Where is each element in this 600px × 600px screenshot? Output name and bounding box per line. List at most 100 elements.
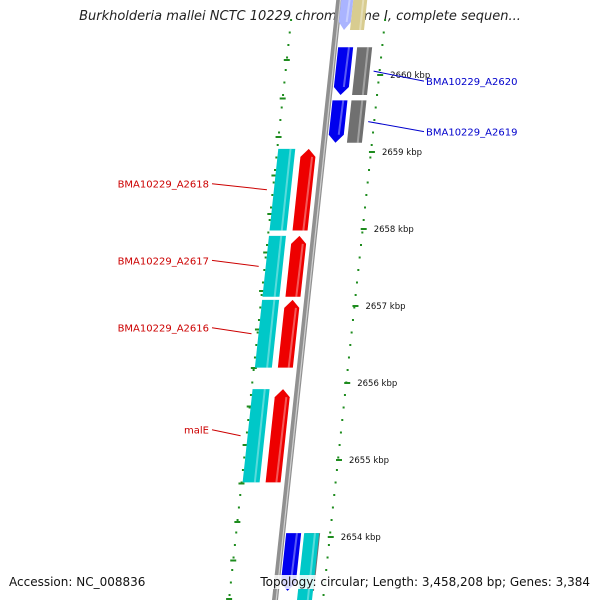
inner-dot-track bbox=[290, 19, 293, 21]
outer-dot-track bbox=[369, 156, 372, 159]
forward-cds-arrow[interactable] bbox=[328, 100, 348, 143]
outer-dot-track bbox=[322, 594, 325, 596]
map-title: Burkholderia mallei NCTC 10229 chromosom… bbox=[79, 9, 521, 24]
forward-cds-arrow-shade bbox=[337, 100, 345, 135]
misc-feature-block[interactable] bbox=[338, 0, 354, 30]
backbone bbox=[272, 0, 343, 600]
orf-feature-block[interactable] bbox=[254, 299, 280, 368]
inner-dot-track bbox=[263, 269, 266, 271]
orf-feature-block-shade bbox=[273, 235, 283, 297]
reverse-cds-arrow[interactable] bbox=[285, 235, 307, 297]
outer-dot-track bbox=[377, 81, 380, 84]
outer-dot-track bbox=[357, 269, 360, 271]
gene-label[interactable]: BMA10229_A2620 bbox=[426, 77, 517, 88]
gene-label-leader bbox=[368, 121, 425, 133]
inner-dot-track bbox=[284, 69, 287, 71]
outer-dot-track bbox=[337, 456, 340, 459]
gene-label[interactable]: malE bbox=[184, 426, 209, 437]
inner-dot-track bbox=[236, 519, 239, 521]
inner-dot-track bbox=[247, 419, 250, 421]
gene-feature-block-shade bbox=[356, 100, 364, 143]
gene-label-leader bbox=[373, 70, 425, 82]
inner-dot-track bbox=[276, 144, 279, 146]
inner-dot-track bbox=[270, 206, 273, 209]
outer-dot-track bbox=[341, 419, 344, 421]
outer-dot-track bbox=[353, 306, 356, 309]
inner-dot-track bbox=[251, 381, 254, 384]
inner-dot-track bbox=[280, 106, 283, 109]
gene-label[interactable]: BMA10229_A2616 bbox=[118, 324, 209, 335]
gene-label[interactable]: BMA10229_A2617 bbox=[118, 256, 209, 267]
inner-dot-track bbox=[231, 569, 234, 571]
orf-feature-block-shade bbox=[306, 533, 316, 600]
misc-feature-block[interactable] bbox=[350, 0, 368, 30]
forward-cds-arrow-shade bbox=[342, 47, 350, 88]
outer-dot-track bbox=[327, 544, 330, 546]
inner-dot-track bbox=[288, 31, 291, 34]
orf-feature-block-shade bbox=[253, 389, 266, 483]
inner-dot-track bbox=[287, 44, 290, 46]
inner-dot-track bbox=[278, 131, 281, 134]
reverse-cds-arrow-shade bbox=[302, 156, 314, 231]
inner-dot-track bbox=[283, 81, 286, 84]
reverse-cds-arrow[interactable] bbox=[277, 299, 300, 368]
inner-dot-track bbox=[232, 556, 235, 559]
outer-dot-track bbox=[330, 519, 333, 521]
inner-dot-track bbox=[252, 369, 255, 371]
outer-dot-track bbox=[361, 231, 364, 234]
forward-cds-arrow-shade bbox=[289, 533, 298, 584]
misc-feature-block-shade bbox=[345, 0, 351, 23]
inner-dot-track bbox=[243, 456, 246, 459]
outer-dot-track bbox=[355, 281, 358, 284]
reverse-cds-arrow[interactable] bbox=[292, 148, 316, 231]
inner-dot-track bbox=[282, 94, 285, 96]
gene-label-leader bbox=[211, 183, 267, 191]
gene-feature-block[interactable] bbox=[352, 47, 373, 96]
outer-dot-track bbox=[374, 106, 377, 109]
outer-dot-track bbox=[325, 569, 328, 571]
outer-dot-track bbox=[349, 344, 352, 346]
outer-dot-track bbox=[350, 331, 353, 334]
outer-dot-track bbox=[365, 194, 368, 196]
outer-dot-track bbox=[366, 181, 369, 184]
inner-dot-track bbox=[237, 506, 240, 509]
gene-label[interactable]: BMA10229_A2618 bbox=[118, 180, 209, 191]
genome-summary-text: Topology: circular; Length: 3,458,208 bp… bbox=[260, 575, 590, 589]
outer-dot-track bbox=[343, 394, 346, 396]
inner-dot-track bbox=[286, 56, 289, 59]
reverse-cds-arrow[interactable] bbox=[265, 389, 290, 483]
outer-dot-track bbox=[331, 506, 334, 509]
inner-dot-track bbox=[249, 394, 252, 396]
orf-feature-block[interactable] bbox=[262, 235, 286, 297]
inner-dot-track bbox=[279, 119, 282, 121]
outer-dot-track bbox=[342, 406, 345, 409]
scale-tick-label: 2654 kbp bbox=[341, 533, 381, 543]
accession-text: Accession: NC_008836 bbox=[9, 575, 146, 589]
outer-dot-track bbox=[358, 256, 361, 259]
reverse-cds-arrow-shade bbox=[275, 397, 288, 483]
reverse-cds-arrow-shade bbox=[295, 243, 304, 297]
gene-feature-block[interactable] bbox=[346, 100, 367, 143]
gene-label[interactable]: BMA10229_A2619 bbox=[426, 128, 517, 139]
outer-dot-track bbox=[346, 369, 349, 371]
scale-tick-label: 2657 kbp bbox=[365, 302, 405, 312]
scale-tick-label: 2656 kbp bbox=[357, 379, 397, 389]
forward-cds-arrow[interactable] bbox=[333, 47, 354, 96]
outer-dot-track bbox=[333, 494, 336, 496]
outer-dot-track bbox=[362, 219, 365, 221]
outer-dot-track bbox=[370, 144, 373, 146]
inner-dot-track bbox=[267, 231, 270, 234]
gene-label-leader bbox=[211, 327, 252, 335]
inner-dot-track bbox=[259, 306, 262, 309]
orf-feature-block[interactable] bbox=[242, 389, 270, 483]
inner-dot-track bbox=[268, 219, 271, 221]
outer-dot-track bbox=[373, 119, 376, 121]
inner-dot-track bbox=[257, 319, 260, 321]
outer-dot-track bbox=[359, 244, 362, 246]
inner-dot-track bbox=[256, 331, 259, 334]
outer-dot-track bbox=[372, 131, 375, 134]
orf-feature-block[interactable] bbox=[269, 148, 296, 231]
inner-dot-track bbox=[275, 156, 278, 159]
outer-dot-track bbox=[380, 56, 383, 59]
